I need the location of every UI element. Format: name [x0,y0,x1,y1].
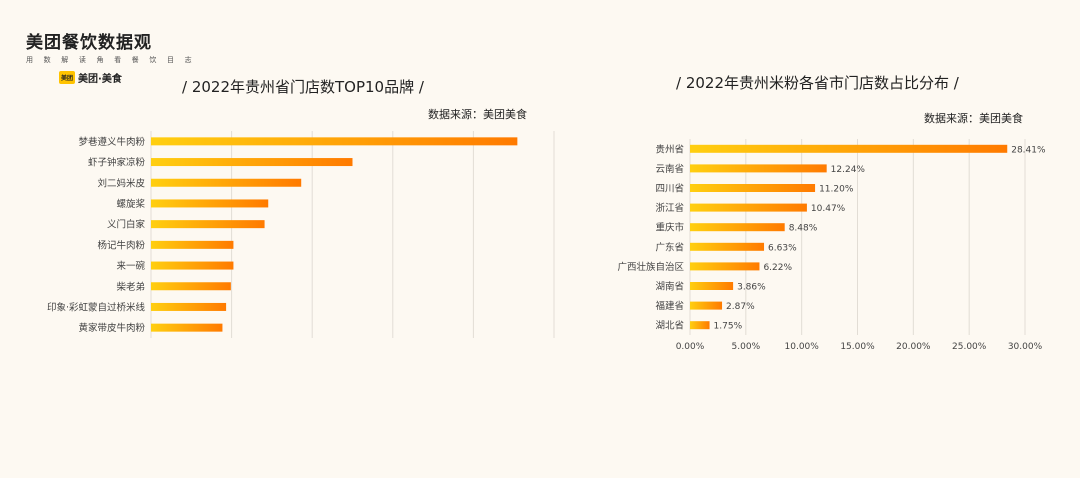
category-label: 浙江省 [655,202,684,214]
bar [151,178,302,187]
bar [151,240,234,249]
bar [151,158,353,167]
category-label: 四川省 [655,183,684,195]
bar [690,242,765,251]
bar [151,220,265,229]
data-label: 2.87% [726,302,755,312]
category-label: 广西壮族自治区 [617,261,684,273]
bar [690,184,816,192]
source-note-brands: 数据来源：美团美食 [428,108,527,121]
category-label: 印象·彩虹蒙自过桥米线 [47,301,146,313]
bar [151,323,223,332]
category-label: 贵州省 [655,143,684,155]
category-label: 义门白家 [107,219,146,231]
data-label: 10.47% [811,204,846,214]
bar [690,262,760,271]
data-label: 8.48% [789,224,818,234]
bar [690,144,1008,153]
logo-brand-name: 美团·美食 [78,74,122,85]
category-label: 柴老弟 [116,281,145,293]
data-label: 6.63% [768,243,797,253]
logo-brand: 美团 美团·美食 [59,70,166,85]
category-label: 云南省 [655,163,684,175]
data-label: 3.86% [737,283,766,293]
bar [690,203,807,212]
category-label: 梦巷遵义牛肉粉 [78,136,145,148]
x-tick-label: 0.00% [676,342,705,352]
bar [151,199,269,208]
x-tick-label: 20.00% [896,342,931,352]
meituan-badge-icon: 美团 [59,71,76,84]
bar [151,137,518,146]
data-label: 11.20% [819,185,854,195]
x-tick-label: 25.00% [952,342,987,352]
x-tick-label: 5.00% [732,342,761,352]
source-note-provinces: 数据来源：美团美食 [924,112,1023,125]
category-label: 刘二妈米皮 [97,177,145,189]
category-label: 来一碗 [116,260,145,272]
bar [690,223,785,232]
category-label: 虾子钟家凉粉 [88,157,146,169]
x-tick-label: 15.00% [840,342,875,352]
category-label: 湖南省 [655,281,684,293]
bar [690,282,734,290]
data-label: 28.41% [1011,145,1046,155]
data-label: 1.75% [714,322,743,332]
category-label: 湖北省 [655,320,684,332]
brand-logo: 美团餐饮数据观 用 数 解 读 角 看 餐 饮 目 志 美团 美团·美食 [26,28,196,85]
bar [690,301,723,310]
logo-subtitle: 用 数 解 读 角 看 餐 饮 目 志 [26,56,196,64]
chart-title-brands: / 2022年贵州省门店数TOP10品牌 / [182,78,424,96]
chart-title-provinces: / 2022年贵州米粉各省市门店数占比分布 / [676,74,959,92]
x-tick-label: 10.00% [785,342,820,352]
data-label: 6.22% [763,263,792,273]
category-label: 重庆市 [655,222,684,234]
bar [690,164,827,173]
bar [151,261,234,270]
category-label: 广东省 [655,241,684,253]
x-tick-label: 30.00% [1008,342,1043,352]
bar [690,321,710,330]
bar [151,302,227,311]
data-label: 12.24% [831,165,866,175]
category-label: 福建省 [655,300,684,312]
category-label: 黄家带皮牛肉粉 [78,322,145,334]
category-label: 螺旋桨 [116,198,145,210]
logo-title: 美团餐饮数据观 [26,33,152,53]
category-label: 杨记牛肉粉 [97,239,145,251]
bar [151,282,231,291]
